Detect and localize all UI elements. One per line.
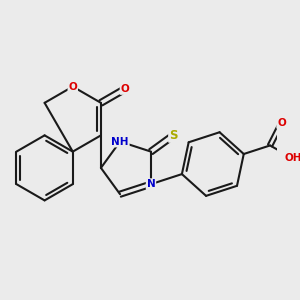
Text: O: O [68, 82, 77, 92]
Text: N: N [147, 179, 155, 189]
Text: O: O [121, 84, 129, 94]
Text: O: O [277, 118, 286, 128]
Text: NH: NH [111, 136, 129, 147]
Text: S: S [169, 129, 178, 142]
Text: OH: OH [284, 154, 300, 164]
